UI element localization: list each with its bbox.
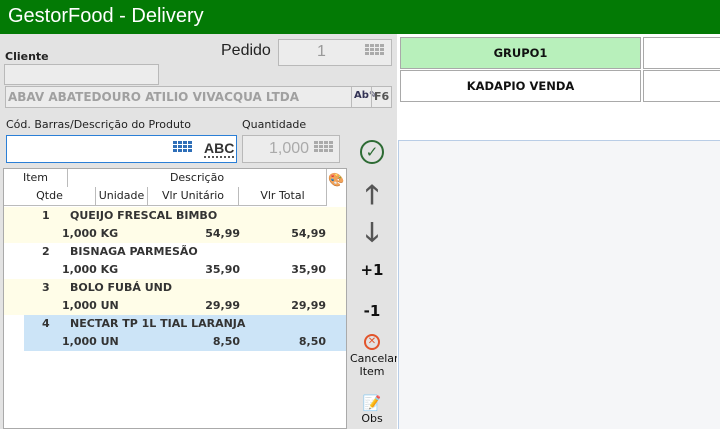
row-descricao: BOLO FUBÁ UND [70, 281, 172, 294]
keypad-icon[interactable] [314, 141, 333, 152]
f6-button[interactable]: F6 [371, 87, 392, 107]
move-down-arrow-icon[interactable]: 🡓 [365, 218, 379, 248]
cancel-item-label: Cancelar Item [350, 352, 399, 378]
table-row[interactable]: 3 BOLO FUBÁ UND 1,000 UN 29,99 29,99 [4, 279, 346, 315]
pedido-field[interactable]: 1 [278, 39, 392, 66]
keypad-icon[interactable] [365, 44, 384, 55]
row-descricao: QUEIJO FRESCAL BIMBO [70, 209, 218, 222]
row-qtde-unidade: 1,000 UN [62, 335, 119, 348]
quantidade-value: 1,000 [269, 140, 310, 157]
cancel-item-button[interactable]: ✕ Cancelar Item [350, 334, 399, 378]
header-vlr-total[interactable]: Vlr Total [239, 187, 327, 206]
obs-label: Obs [361, 412, 383, 425]
row-item: 3 [42, 281, 50, 294]
row-descricao: BISNAGA PARMESÃO [70, 245, 198, 258]
cliente-code-field[interactable] [4, 64, 159, 85]
row-vlr-total: 29,99 [291, 299, 326, 312]
cancel-x-icon: ✕ [364, 334, 380, 350]
spellcheck-icon[interactable]: Ab✎ [351, 87, 377, 107]
row-item: 2 [42, 245, 50, 258]
items-grid: Item Descrição 🎨 Qtde Unidade Vlr Unitár… [3, 168, 347, 429]
row-vlr-unitario: 8,50 [212, 335, 240, 348]
header-qtde[interactable]: Qtde [4, 187, 96, 206]
pedido-value: 1 [317, 43, 326, 60]
quantidade-field[interactable]: 1,000 [242, 135, 340, 163]
quantidade-label: Quantidade [242, 118, 307, 131]
cliente-name-value: ABAV ABATEDOURO ATILIO VIVACQUA LTDA [8, 90, 300, 104]
palette-icon[interactable]: 🎨 [328, 173, 345, 188]
row-vlr-unitario: 54,99 [205, 227, 240, 240]
products-area [398, 140, 720, 429]
produto-label: Cód. Barras/Descrição do Produto [6, 118, 191, 131]
row-vlr-total: 35,90 [291, 263, 326, 276]
row-qtde-unidade: 1,000 UN [62, 299, 119, 312]
row-item: 4 [42, 317, 50, 330]
window-title: GestorFood - Delivery [0, 0, 720, 34]
order-panel: Cliente Pedido 1 ABAV ABATEDOURO ATILIO … [0, 34, 399, 429]
minus-one-button[interactable]: -1 [363, 302, 381, 320]
cliente-name-field[interactable]: ABAV ABATEDOURO ATILIO VIVACQUA LTDA Ab✎… [5, 86, 392, 108]
group-button-empty[interactable] [643, 37, 720, 69]
row-descricao: NECTAR TP 1L TIAL LARANJA [70, 317, 246, 330]
confirm-check-icon[interactable]: ✓ [360, 140, 384, 164]
move-up-arrow-icon[interactable]: 🡑 [365, 180, 379, 210]
header-item[interactable]: Item [4, 169, 68, 188]
group-button-grupo1[interactable]: GRUPO1 [400, 37, 641, 69]
plus-one-button[interactable]: +1 [360, 261, 384, 279]
row-vlr-total: 54,99 [291, 227, 326, 240]
group-button-kadapio-venda[interactable]: KADAPIO VENDA [400, 70, 641, 102]
header-descricao[interactable]: Descrição [68, 169, 327, 188]
cliente-label: Cliente [5, 50, 49, 63]
notepad-edit-icon: 📝 [362, 394, 382, 412]
row-qtde-unidade: 1,000 KG [62, 227, 119, 240]
menu-groups-panel: GRUPO1 KADAPIO VENDA [397, 34, 720, 429]
produto-input[interactable]: ABC [6, 135, 237, 163]
table-row[interactable]: 4 NECTAR TP 1L TIAL LARANJA 1,000 UN 8,50 8,… [24, 315, 346, 351]
row-qtde-unidade: 1,000 KG [62, 263, 119, 276]
header-unidade[interactable]: Unidade [96, 187, 148, 206]
keyboard-abc-icon[interactable]: ABC [204, 140, 235, 158]
group-button-empty[interactable] [643, 70, 720, 102]
table-row[interactable]: 2 BISNAGA PARMESÃO 1,000 KG 35,90 35,90 [4, 243, 346, 279]
row-vlr-total: 8,50 [298, 335, 326, 348]
row-vlr-unitario: 29,99 [205, 299, 240, 312]
table-row[interactable]: 1 QUEIJO FRESCAL BIMBO 1,000 KG 54,99 54,99 [4, 207, 346, 243]
obs-button[interactable]: 📝 Obs [350, 394, 394, 425]
keypad-icon[interactable] [173, 141, 192, 152]
row-vlr-unitario: 35,90 [205, 263, 240, 276]
row-item: 1 [42, 209, 50, 222]
header-vlr-unitario[interactable]: Vlr Unitário [148, 187, 239, 206]
pedido-label: Pedido [221, 42, 271, 59]
